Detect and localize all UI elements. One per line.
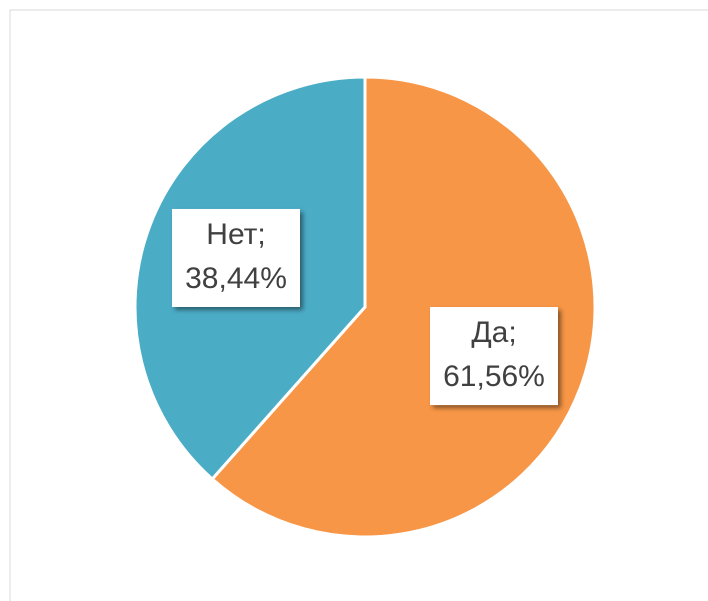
label-box xyxy=(172,208,301,307)
separator: ; xyxy=(508,316,516,349)
separator: ; xyxy=(257,218,265,251)
data-label: Да; 61,56% xyxy=(429,307,558,406)
label-box xyxy=(429,307,558,406)
data-label: Нет; 38,44% xyxy=(172,208,301,307)
value-label: 61,56% xyxy=(443,360,545,393)
pie-slice xyxy=(210,75,597,539)
category: Да xyxy=(471,316,508,349)
label-name: Нет; xyxy=(206,218,265,251)
category: Нет xyxy=(206,218,257,251)
value-label: 38,44% xyxy=(185,262,287,295)
label-name: Да; xyxy=(471,316,516,349)
